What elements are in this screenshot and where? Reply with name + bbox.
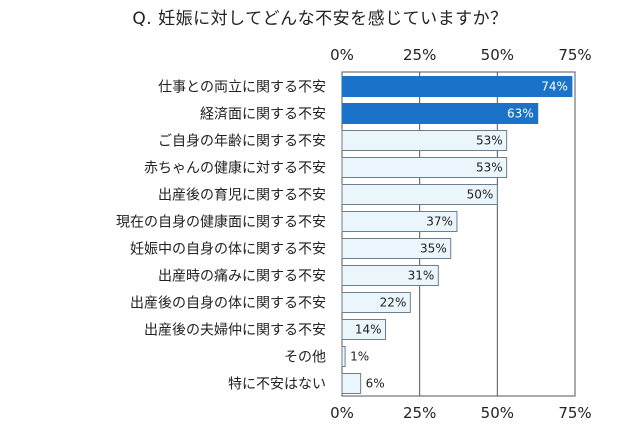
bar	[341, 130, 508, 151]
bar	[341, 319, 386, 340]
data-label: 63%	[507, 107, 534, 121]
bar	[341, 103, 539, 124]
category-label: ご自身の年齢に関する不安	[158, 134, 326, 150]
data-label: 53%	[476, 161, 503, 175]
bar	[341, 184, 498, 205]
bar-layer	[341, 76, 573, 394]
category-label: 特に不安はない	[228, 377, 326, 393]
bar	[341, 157, 508, 178]
bar	[341, 346, 346, 367]
data-label: 50%	[467, 188, 494, 202]
bar	[341, 76, 573, 97]
chart-title: Q. 妊娠に対してどんな不安を感じていますか？	[132, 9, 508, 29]
data-label: 31%	[408, 269, 435, 283]
plot-border	[341, 71, 576, 397]
data-label: 35%	[420, 242, 447, 256]
category-label: 出産時の痛みに関する不安	[158, 268, 326, 285]
category-label: 妊娠中の自身の体に関する不安	[130, 242, 326, 258]
data-label: 53%	[476, 134, 503, 148]
category-label: 出産後の夫婦仲に関する不安	[144, 322, 326, 339]
x-tick-label-bottom: 25%	[403, 404, 436, 422]
x-tick-label-top: 25%	[403, 46, 436, 64]
x-tick-label-top: 75%	[558, 46, 591, 64]
x-tick-label-top: 50%	[481, 46, 514, 64]
data-label: 1%	[350, 350, 369, 364]
data-label: 22%	[380, 296, 407, 310]
x-tick-label-top: 0%	[330, 46, 354, 64]
x-tick-label-bottom: 0%	[330, 404, 354, 422]
bar	[341, 292, 411, 313]
bar	[341, 238, 452, 259]
data-label: 37%	[426, 215, 453, 229]
label-layer: 0% 0% 25% 25% 50% 50% 75% 75% 仕事との両立に関する不安 74% 経済面…	[116, 46, 592, 422]
x-tick-label-bottom: 75%	[558, 404, 591, 422]
category-label: その他	[284, 350, 326, 366]
category-label: 現在の自身の健康面に関する不安	[116, 214, 326, 231]
data-label: 14%	[355, 323, 382, 337]
x-tick-label-bottom: 50%	[481, 404, 514, 422]
category-label: 経済面に関する不安	[200, 107, 326, 123]
data-label: 74%	[541, 80, 568, 94]
category-label: 赤ちゃんの健康に対する不安	[144, 160, 326, 177]
data-label: 6%	[366, 377, 385, 391]
bar	[341, 211, 458, 232]
category-label: 仕事との両立に関する不安	[158, 80, 326, 96]
bar	[341, 265, 439, 286]
bar	[341, 373, 362, 394]
grid-layer	[341, 71, 576, 397]
category-label: 出産後の自身の体に関する不安	[130, 296, 326, 312]
category-label: 出産後の育児に関する不安	[158, 188, 326, 204]
